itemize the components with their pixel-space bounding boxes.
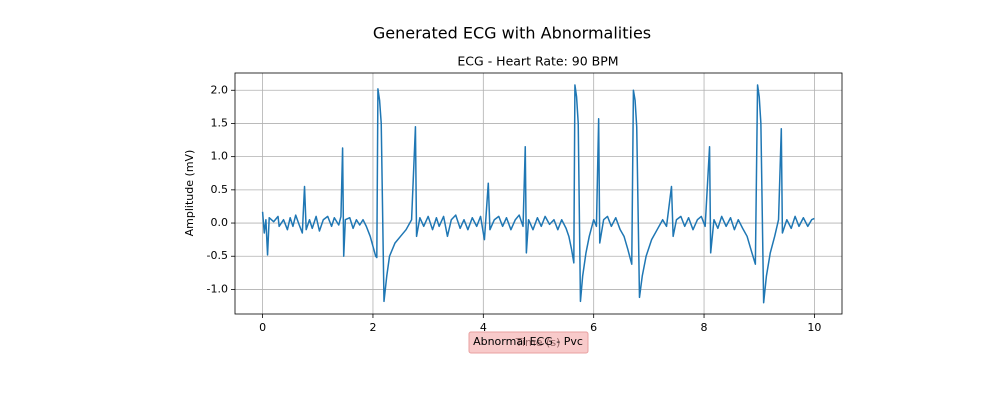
- x-tick-label: 10: [807, 321, 821, 334]
- y-tick-label: 1.5: [211, 116, 229, 129]
- chart-title: Generated ECG with Abnormalities: [373, 24, 651, 43]
- axes-frame: [234, 72, 843, 315]
- x-tick-label: 4: [480, 321, 487, 334]
- y-tick-label: 1.0: [211, 150, 229, 163]
- y-tick-label: 0.5: [211, 183, 229, 196]
- y-tick-label: -1.0: [207, 282, 228, 295]
- x-tick-label: 6: [590, 321, 597, 334]
- y-tick-label: 2.0: [211, 83, 229, 96]
- x-tick-label: 0: [259, 321, 266, 334]
- x-tick-label: 2: [369, 321, 376, 334]
- ecg-line: [261, 84, 815, 304]
- chart-subtitle: ECG - Heart Rate: 90 BPM: [457, 54, 618, 69]
- annotation-box: [468, 331, 589, 354]
- y-tick-label: -0.5: [207, 249, 228, 262]
- y-tick-label: 0.0: [211, 216, 229, 229]
- y-axis-label: Amplitude (mV): [183, 150, 196, 237]
- plot-area: 0 2 4 6 8 10 -1.0 -0.5 0.0 0.5 1.0 1.5 2.0: [207, 73, 842, 334]
- annotation: Abnormal ECG - Pvc: [473, 335, 583, 348]
- x-tick-label: 8: [701, 321, 708, 334]
